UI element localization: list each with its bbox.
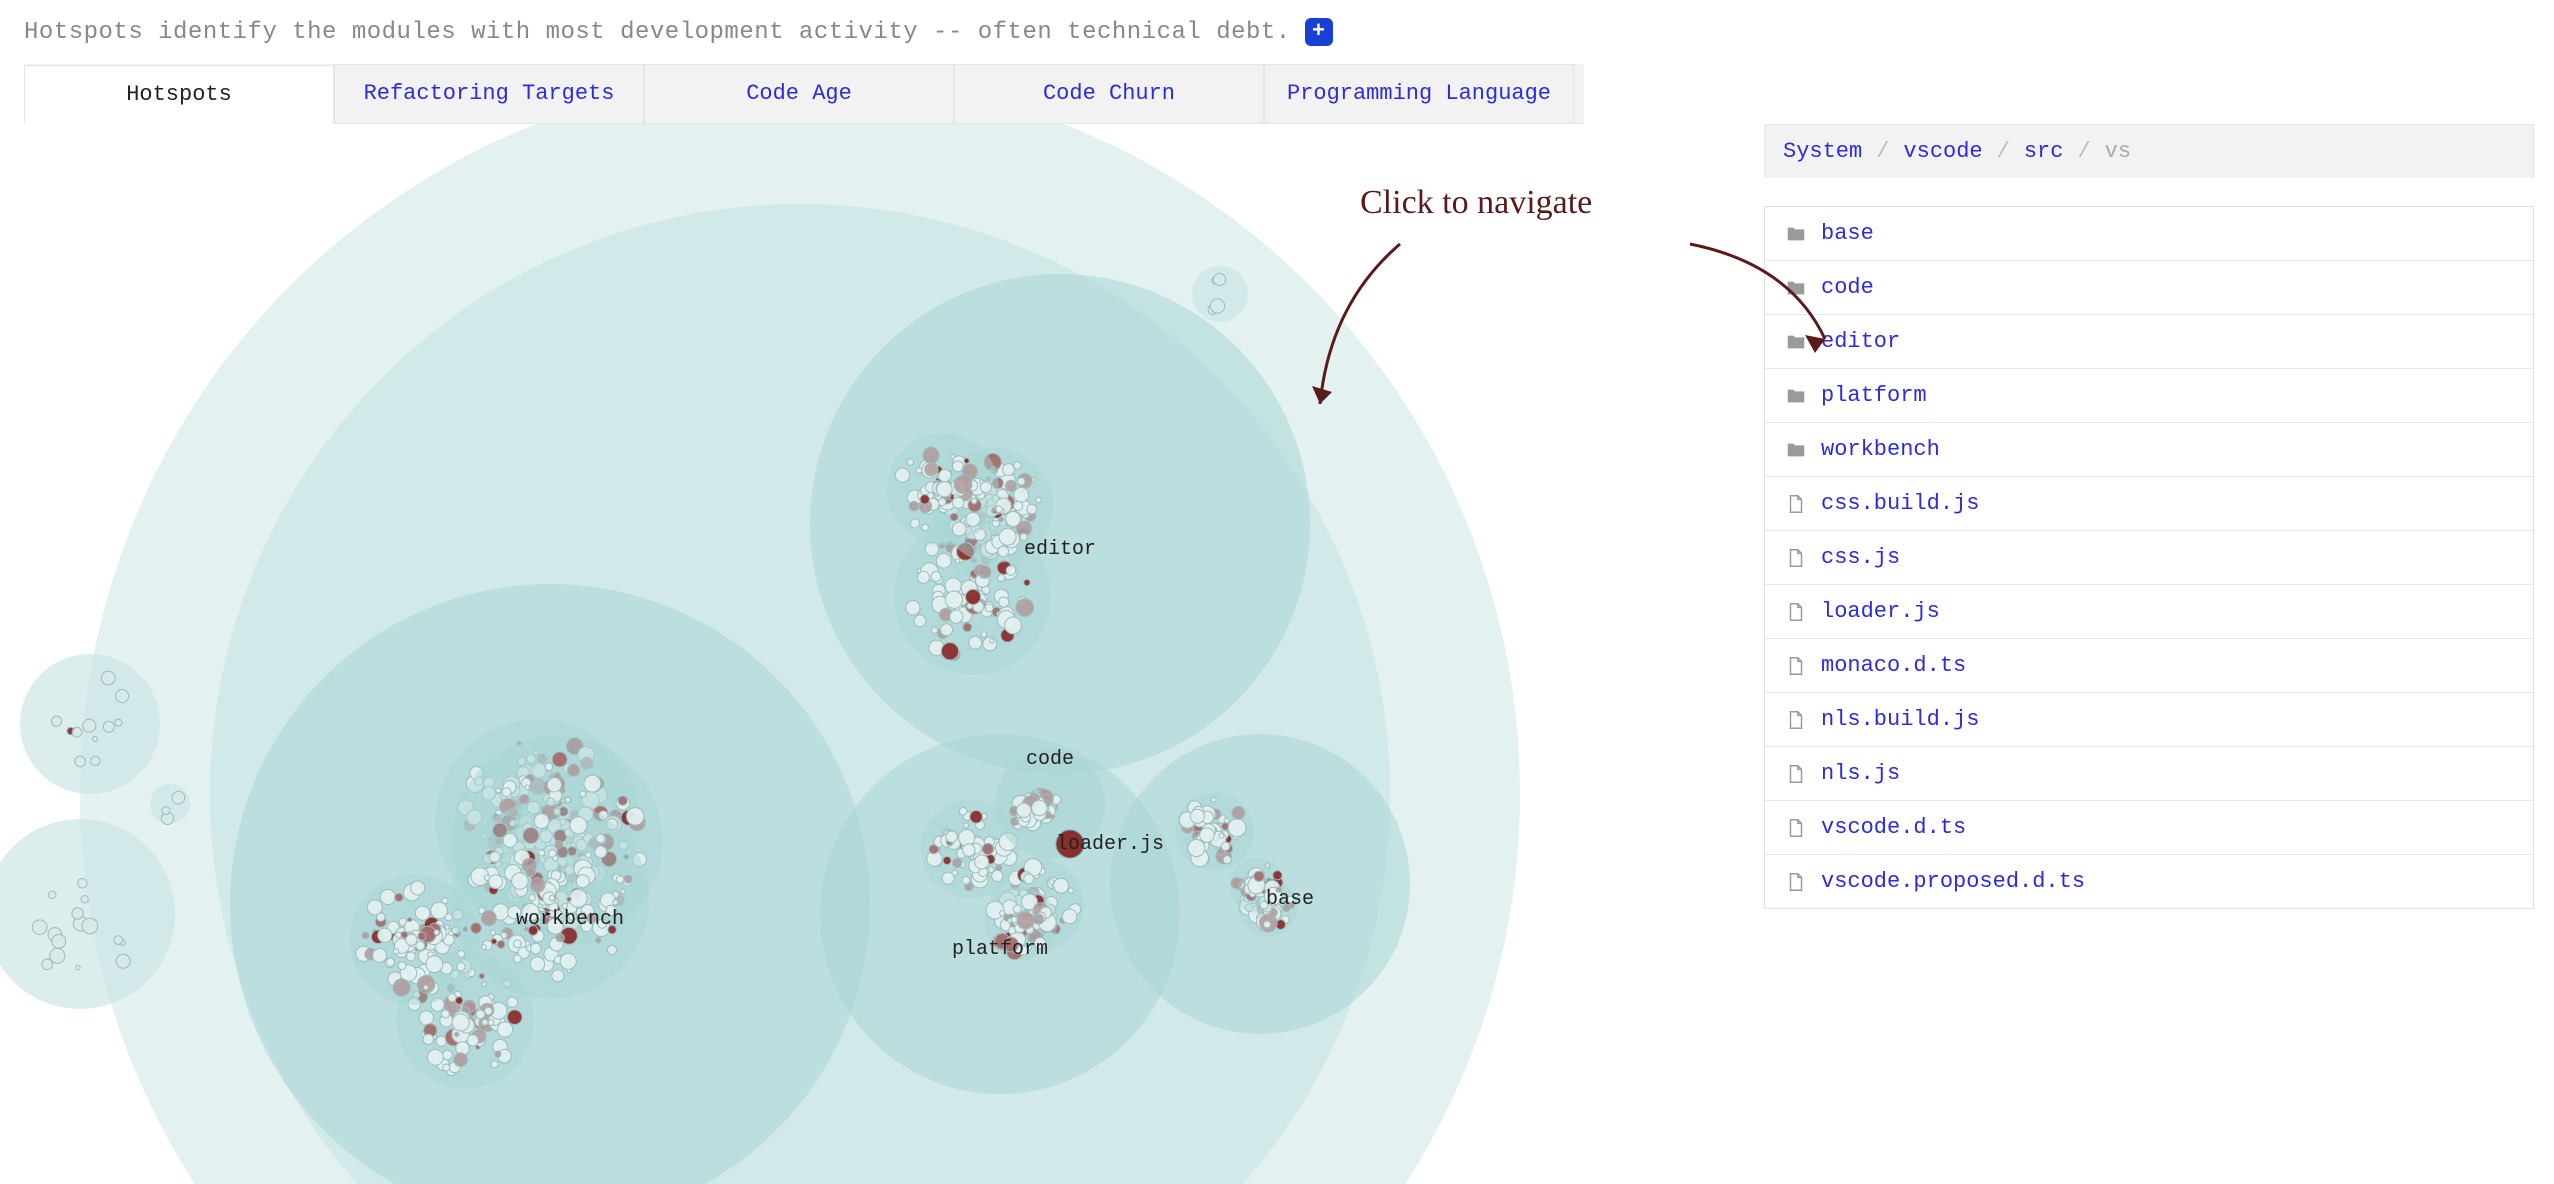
- page-description: Hotspots identify the modules with most …: [0, 0, 2554, 56]
- file-name: monaco.d.ts: [1821, 653, 1966, 678]
- breadcrumb-item[interactable]: System: [1783, 139, 1862, 164]
- file-icon: [1785, 493, 1807, 515]
- file-name: loader.js: [1821, 599, 1940, 624]
- tab-label: Code Age: [746, 81, 852, 106]
- file-row[interactable]: css.js: [1765, 531, 2533, 585]
- file-icon: [1785, 655, 1807, 677]
- file-name: code: [1821, 275, 1874, 300]
- file-row[interactable]: loader.js: [1765, 585, 2533, 639]
- tab-code-churn[interactable]: Code Churn: [954, 64, 1264, 123]
- folder-row[interactable]: code: [1765, 261, 2533, 315]
- breadcrumb-separator: /: [1991, 139, 2016, 164]
- file-name: vscode.proposed.d.ts: [1821, 869, 2085, 894]
- file-icon: [1785, 763, 1807, 785]
- plus-icon[interactable]: +: [1305, 18, 1333, 46]
- svg-text:code: code: [1026, 748, 1074, 771]
- tab-label: Hotspots: [126, 82, 232, 107]
- folder-icon: [1785, 223, 1807, 245]
- file-row[interactable]: nls.build.js: [1765, 693, 2533, 747]
- breadcrumb: System / vscode / src / vs: [1764, 124, 2534, 178]
- folder-icon: [1785, 385, 1807, 407]
- circle-packing-chart[interactable]: editor workbench platform base code loader.js: [0, 124, 1740, 1184]
- file-row[interactable]: monaco.d.ts: [1765, 639, 2533, 693]
- file-row[interactable]: nls.js: [1765, 747, 2533, 801]
- file-icon: [1785, 709, 1807, 731]
- file-row[interactable]: vscode.proposed.d.ts: [1765, 855, 2533, 908]
- breadcrumb-separator: /: [1870, 139, 1895, 164]
- file-icon: [1785, 871, 1807, 893]
- file-name: base: [1821, 221, 1874, 246]
- svg-text:workbench: workbench: [516, 908, 624, 931]
- file-icon: [1785, 547, 1807, 569]
- folder-row[interactable]: workbench: [1765, 423, 2533, 477]
- file-name: nls.build.js: [1821, 707, 1979, 732]
- tab-code-age[interactable]: Code Age: [644, 64, 954, 123]
- file-name: vscode.d.ts: [1821, 815, 1966, 840]
- breadcrumb-item[interactable]: vscode: [1903, 139, 1982, 164]
- file-name: platform: [1821, 383, 1927, 408]
- sidebar: System / vscode / src / vs base code editor platf…: [1764, 124, 2534, 1108]
- file-icon: [1785, 601, 1807, 623]
- folder-row[interactable]: editor: [1765, 315, 2533, 369]
- folder-icon: [1785, 439, 1807, 461]
- visualization-area[interactable]: editor workbench platform base code loader.js…: [0, 124, 1764, 1108]
- folder-row[interactable]: platform: [1765, 369, 2533, 423]
- tab-label: Code Churn: [1043, 81, 1175, 106]
- file-name: css.build.js: [1821, 491, 1979, 516]
- file-name: editor: [1821, 329, 1900, 354]
- tab-bar: Hotspots Refactoring Targets Code Age Code …: [24, 64, 1584, 124]
- svg-text:editor: editor: [1024, 538, 1096, 561]
- tab-programming-language[interactable]: Programming Language: [1264, 64, 1574, 123]
- folder-icon: [1785, 277, 1807, 299]
- svg-text:base: base: [1266, 888, 1314, 911]
- tab-label: Programming Language: [1287, 81, 1551, 106]
- file-name: workbench: [1821, 437, 1940, 462]
- tab-refactoring-targets[interactable]: Refactoring Targets: [334, 64, 644, 123]
- file-row[interactable]: css.build.js: [1765, 477, 2533, 531]
- breadcrumb-item: vs: [2105, 139, 2131, 164]
- breadcrumb-item[interactable]: src: [2024, 139, 2064, 164]
- file-name: css.js: [1821, 545, 1900, 570]
- folder-row[interactable]: base: [1765, 207, 2533, 261]
- description-text: Hotspots identify the modules with most …: [24, 19, 1291, 46]
- svg-text:loader.js: loader.js: [1056, 833, 1164, 856]
- tab-hotspots[interactable]: Hotspots: [24, 65, 334, 124]
- breadcrumb-separator: /: [2071, 139, 2096, 164]
- file-row[interactable]: vscode.d.ts: [1765, 801, 2533, 855]
- file-icon: [1785, 817, 1807, 839]
- tab-label: Refactoring Targets: [364, 81, 615, 106]
- folder-icon: [1785, 331, 1807, 353]
- annotation-label: Click to navigate: [1360, 184, 1592, 222]
- svg-text:platform: platform: [952, 938, 1048, 961]
- file-name: nls.js: [1821, 761, 1900, 786]
- file-list: base code editor platform workbench css.build…: [1764, 206, 2534, 909]
